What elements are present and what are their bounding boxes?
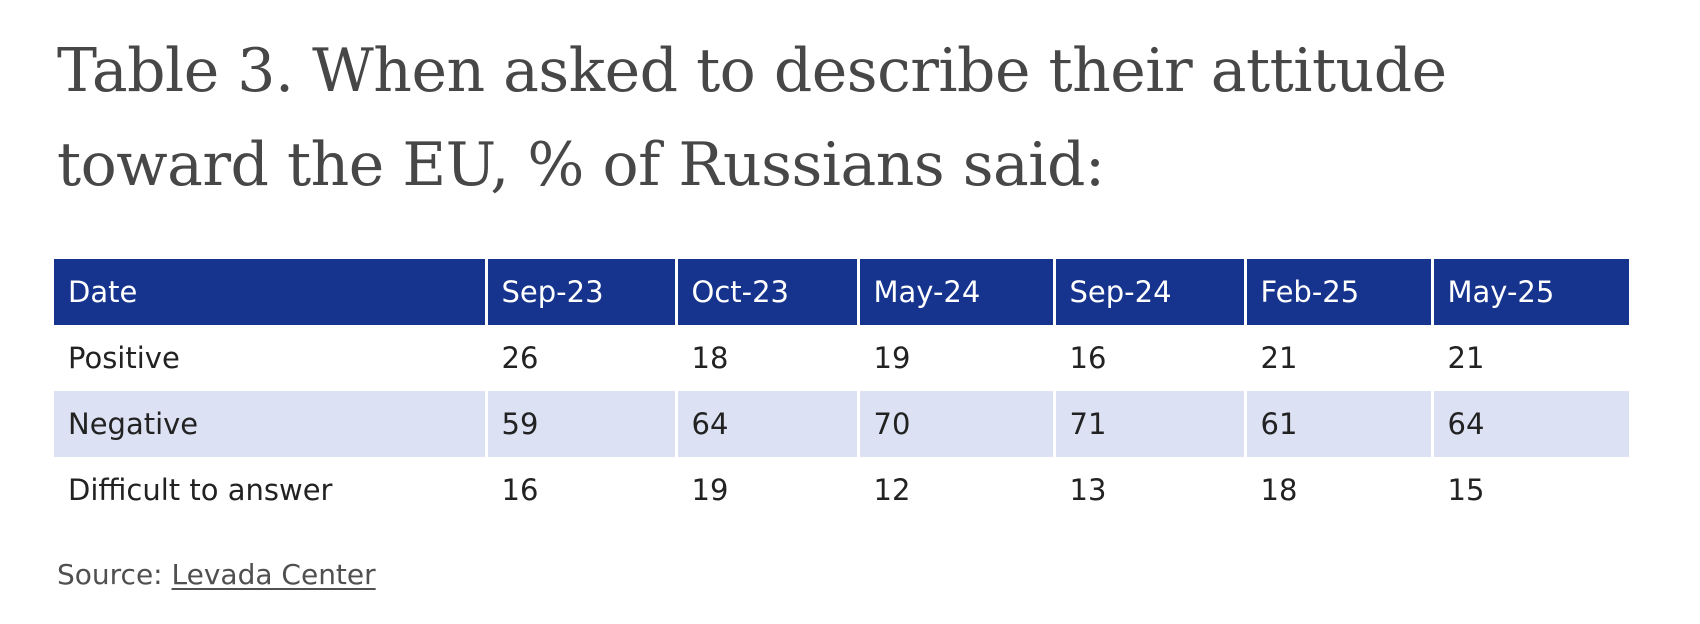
header-feb-25: Feb-25 xyxy=(1245,259,1434,325)
table-cell: 21 xyxy=(1245,325,1434,391)
header-may-24: May-24 xyxy=(858,259,1056,325)
table-cell: 12 xyxy=(858,457,1056,523)
table-row-positive: Positive 26 18 19 16 21 21 xyxy=(54,325,1629,391)
table-cell: 19 xyxy=(858,325,1056,391)
table-header-row: Date Sep-23 Oct-23 May-24 Sep-24 Feb-25 … xyxy=(54,259,1629,325)
table-row-difficult: Difficult to answer 16 19 12 13 18 15 xyxy=(54,457,1629,523)
table-cell: 15 xyxy=(1447,473,1485,507)
table-cell: 18 xyxy=(676,325,860,391)
source-link[interactable]: Levada Center xyxy=(171,558,376,591)
row-label: Negative xyxy=(54,391,488,457)
header-sep-23: Sep-23 xyxy=(486,259,678,325)
table-cell: 21 xyxy=(1447,341,1485,375)
row-label: Difficult to answer xyxy=(54,457,488,523)
table-cell: 13 xyxy=(1054,457,1247,523)
table-cell: 59 xyxy=(486,391,678,457)
table-cell: 71 xyxy=(1054,391,1247,457)
table-cell: 64 xyxy=(1432,391,1629,457)
table-cell: 64 xyxy=(676,391,860,457)
table-cell: 16 xyxy=(486,457,678,523)
source-label: Source: xyxy=(57,558,172,591)
header-date: Date xyxy=(54,259,488,325)
header-oct-23: Oct-23 xyxy=(676,259,860,325)
table-cell: 19 xyxy=(676,457,860,523)
table-title: Table 3. When asked to describe their at… xyxy=(57,36,1447,200)
table-row-negative: Negative 59 64 70 71 61 64 xyxy=(54,391,1629,457)
attitude-table: Date Sep-23 Oct-23 May-24 Sep-24 Feb-25 … xyxy=(54,259,1629,523)
table-cell: 18 xyxy=(1245,457,1434,523)
table-cell: 26 xyxy=(486,325,678,391)
table-cell: 61 xyxy=(1245,391,1434,457)
row-label: Positive xyxy=(54,325,488,391)
source-line: Source: Levada Center xyxy=(57,558,376,591)
header-sep-24: Sep-24 xyxy=(1054,259,1247,325)
header-may-25: May-25 xyxy=(1432,259,1629,325)
table-cell: 70 xyxy=(858,391,1056,457)
table-cell: 16 xyxy=(1054,325,1247,391)
